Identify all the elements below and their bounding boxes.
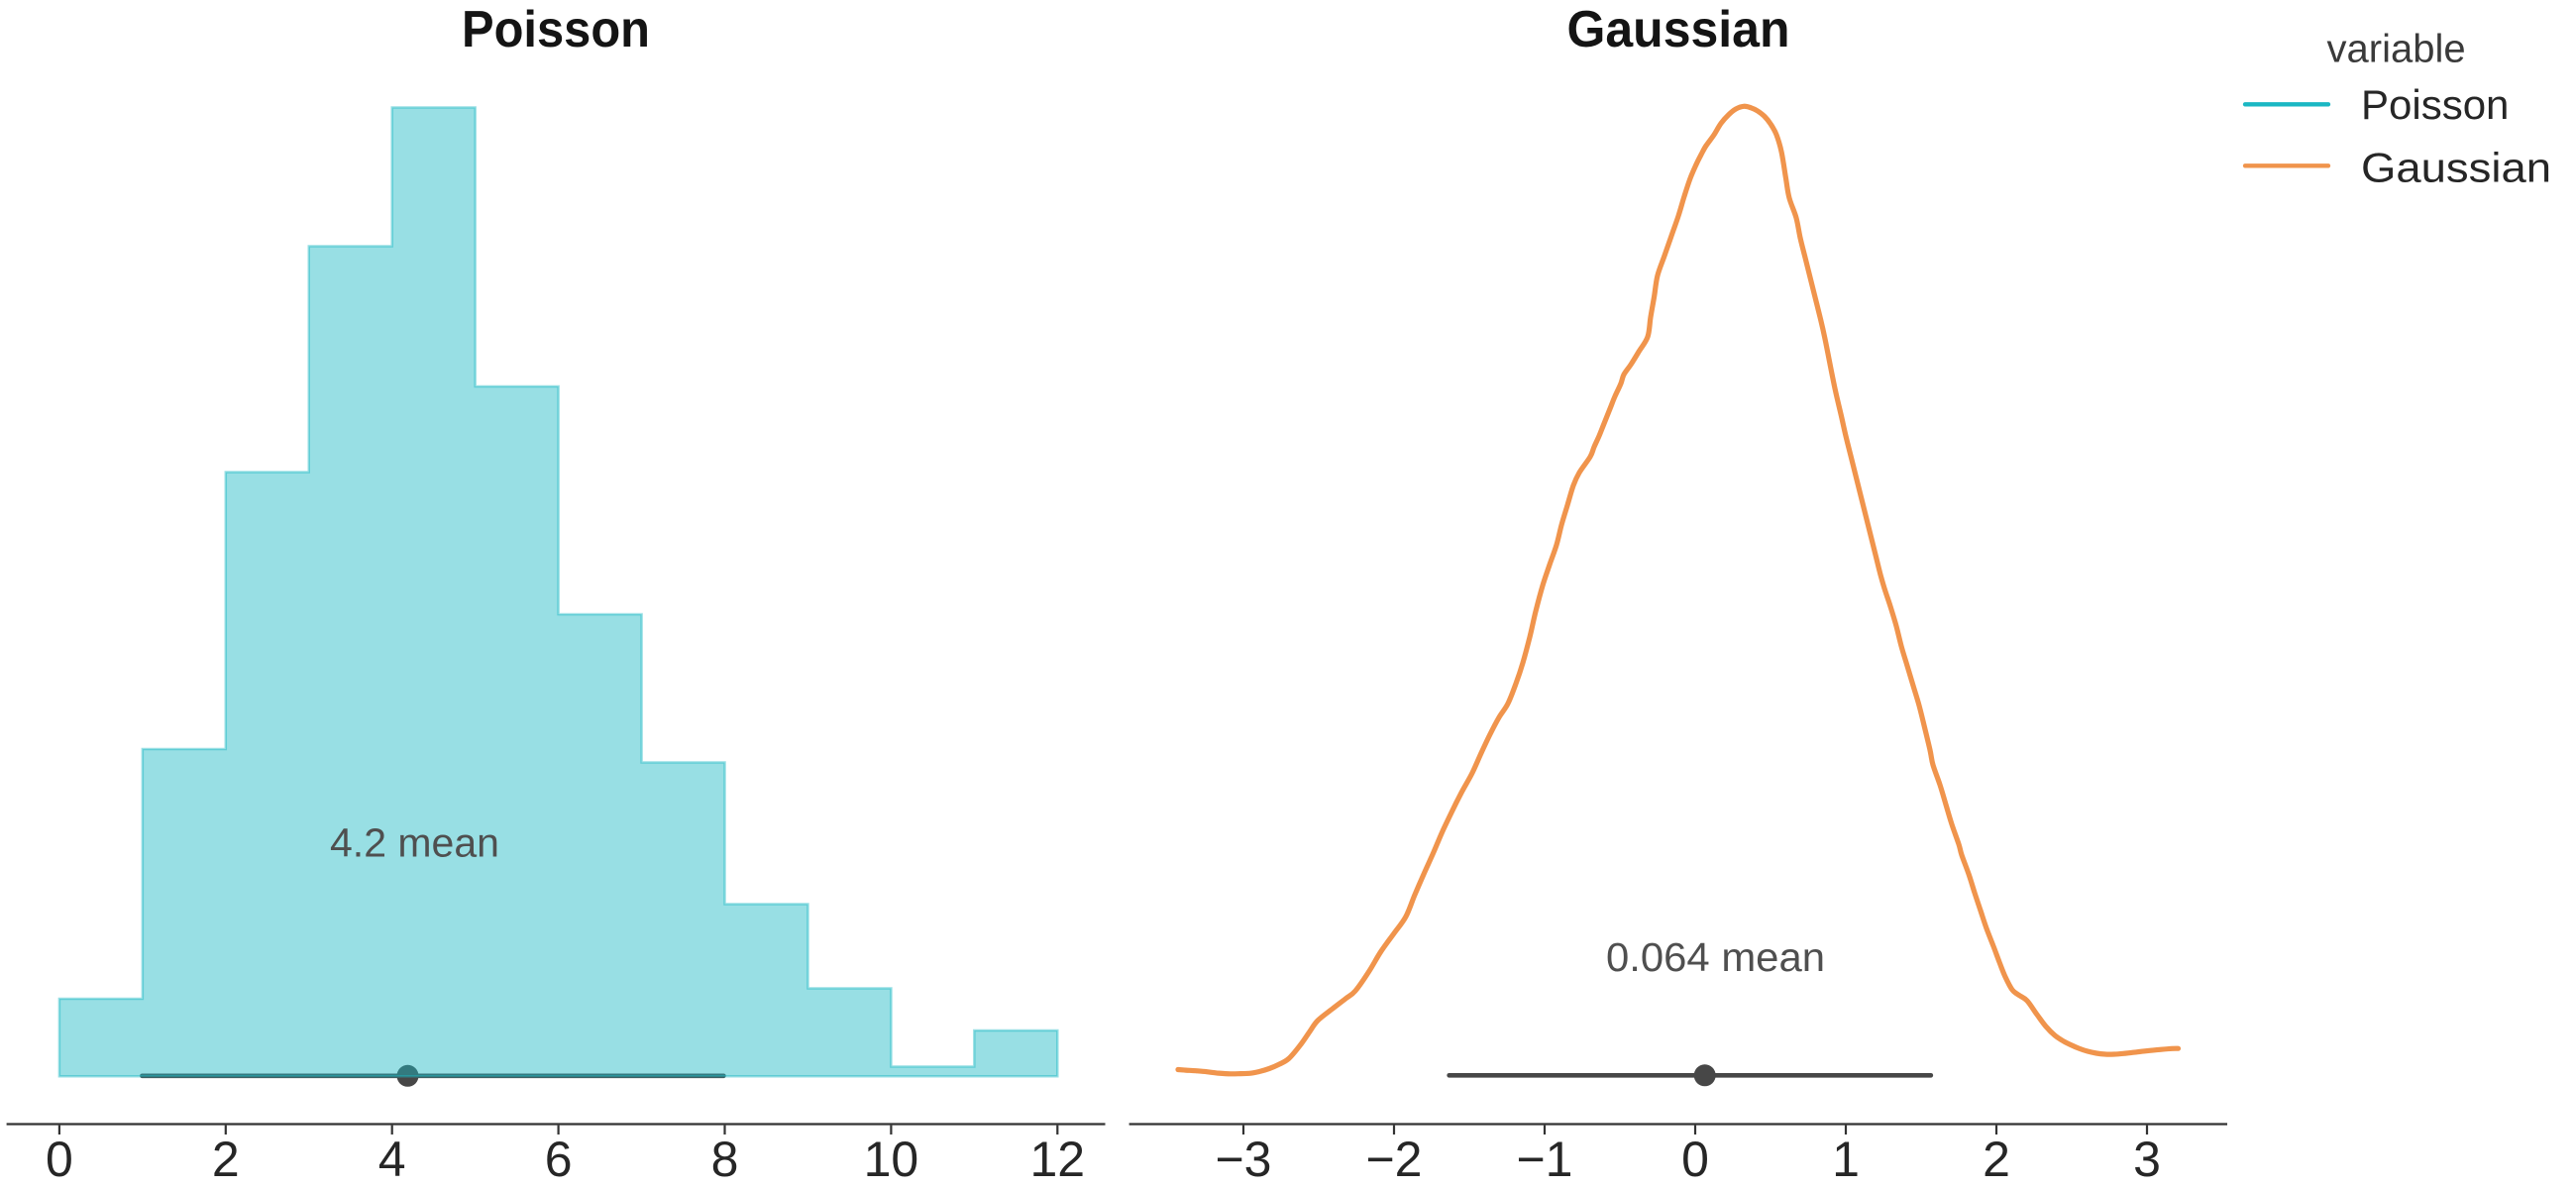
svg-text:2: 2 [1983,1132,2010,1187]
svg-text:10: 10 [864,1132,919,1187]
svg-text:8: 8 [711,1132,739,1187]
svg-text:1: 1 [1832,1132,1860,1187]
svg-text:4.2 mean: 4.2 mean [330,820,499,866]
svg-text:variable: variable [2327,28,2466,71]
svg-text:0: 0 [1681,1132,1709,1187]
svg-text:0: 0 [46,1132,73,1187]
svg-text:Gaussian: Gaussian [1567,1,1790,58]
svg-text:2: 2 [212,1132,240,1187]
svg-text:Poisson: Poisson [2361,81,2509,128]
svg-text:4: 4 [378,1132,406,1187]
svg-text:−1: −1 [1516,1132,1572,1187]
svg-text:−3: −3 [1215,1132,1271,1187]
svg-text:12: 12 [1029,1132,1085,1187]
svg-text:−2: −2 [1365,1132,1422,1187]
svg-text:6: 6 [545,1132,573,1187]
svg-text:Gaussian: Gaussian [2361,144,2551,190]
svg-text:Poisson: Poisson [462,1,650,58]
svg-text:3: 3 [2133,1132,2161,1187]
svg-text:0.064 mean: 0.064 mean [1606,934,1825,980]
